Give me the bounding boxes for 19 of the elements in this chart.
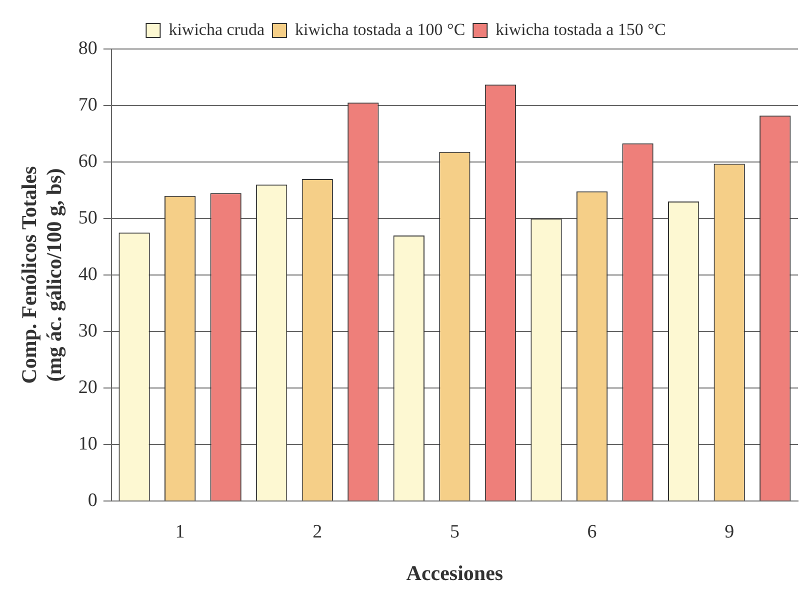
x-axis-title: Accesiones [406,560,504,585]
y-tick-label: 10 [78,433,98,454]
y-tick-label: 50 [78,207,98,228]
y-tick-label: 70 [78,94,98,116]
y-tick-label: 30 [78,320,98,342]
x-tick-label: 9 [724,521,734,542]
y-tick-label: 80 [78,38,98,59]
y-axis-title: Comp. Fenólicos Totales (mg ác. gálico/100 g, bs) [17,166,66,384]
x-tick-label: 2 [312,521,322,542]
x-tick-label: 1 [175,521,185,542]
y-tick-label: 60 [78,150,98,172]
x-tick-label: 6 [587,521,597,542]
y-tick-label: 20 [78,376,98,398]
legend-label: kiwicha cruda [168,20,265,39]
legend-label: kiwicha tostada a 100 °C [295,20,466,39]
legend-label: kiwicha tostada a 150 °C [496,20,666,39]
y-tick-label: 0 [88,490,98,511]
y-tick-label: 40 [78,264,98,285]
x-tick-label: 5 [450,521,460,542]
